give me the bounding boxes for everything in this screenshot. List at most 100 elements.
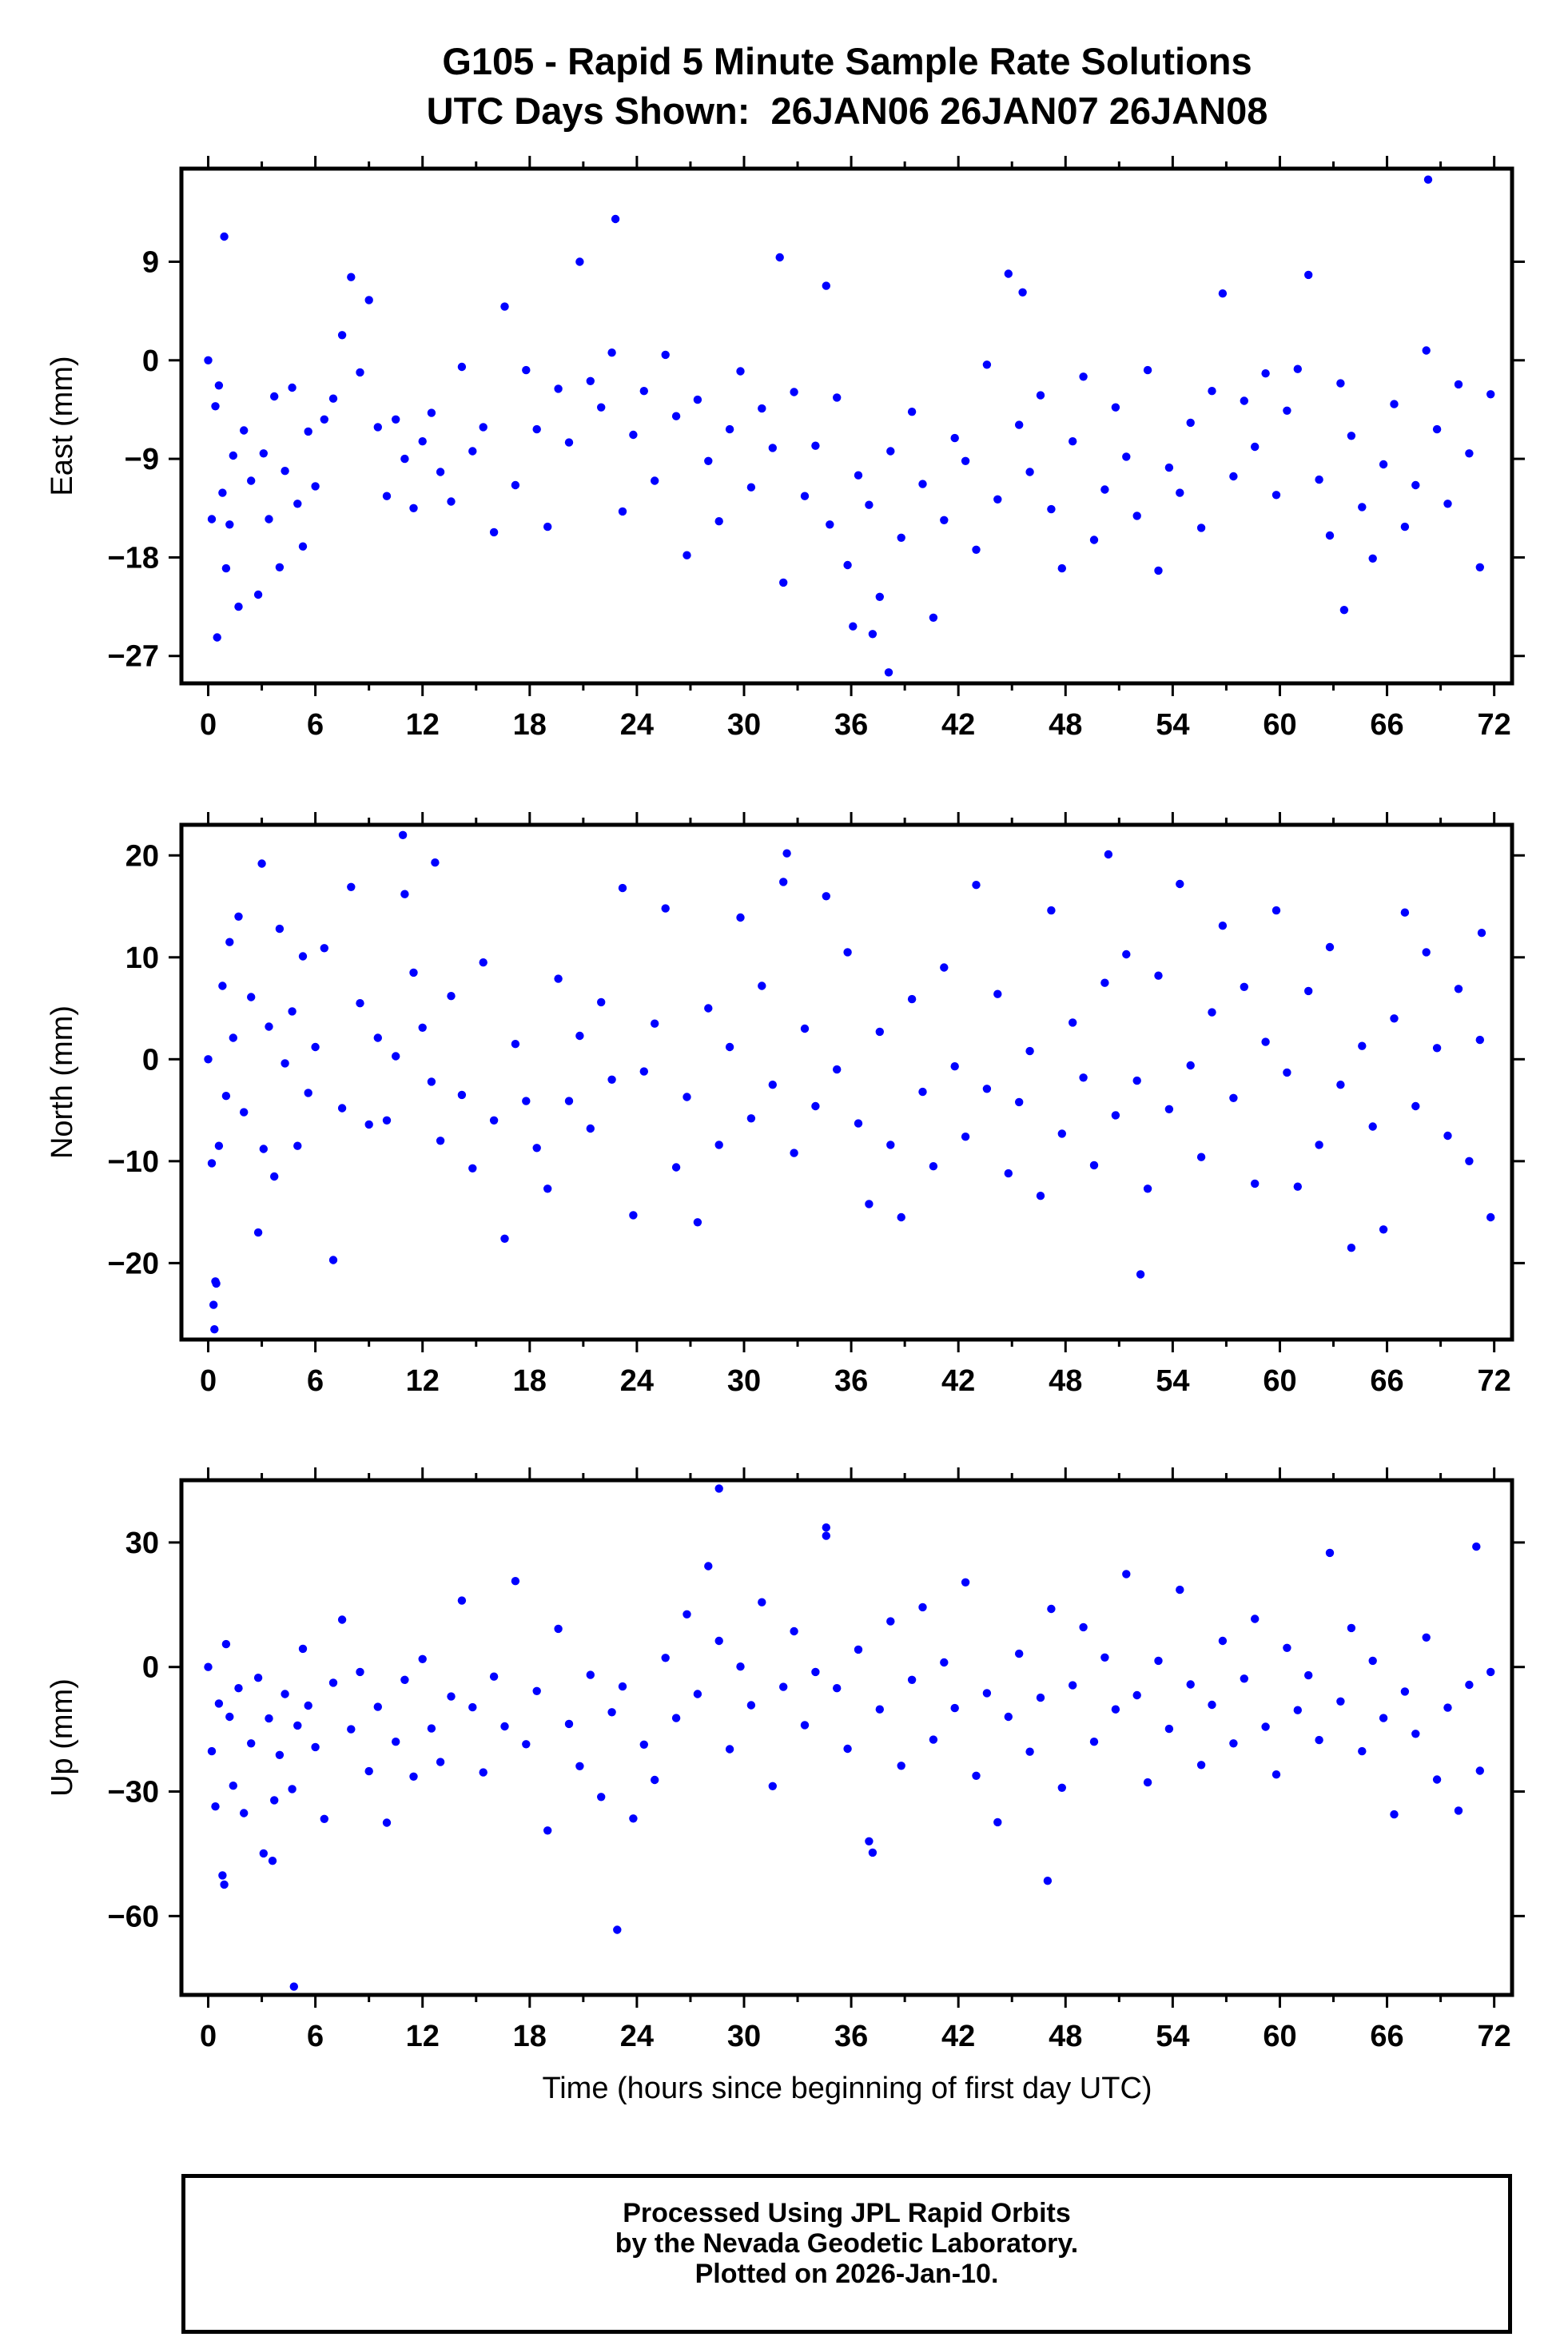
data-point bbox=[993, 989, 1002, 998]
data-point bbox=[522, 1097, 531, 1105]
data-point bbox=[790, 388, 798, 396]
data-point bbox=[1015, 1097, 1024, 1107]
data-point bbox=[1325, 1548, 1335, 1558]
data-point bbox=[1358, 1746, 1367, 1756]
data-point bbox=[886, 447, 895, 456]
data-point bbox=[1293, 1182, 1303, 1191]
data-point bbox=[265, 1022, 273, 1031]
data-point bbox=[950, 433, 959, 443]
data-point bbox=[221, 563, 231, 573]
data-point bbox=[714, 1636, 723, 1646]
data-point bbox=[320, 944, 328, 953]
data-point bbox=[982, 1689, 992, 1698]
data-point bbox=[400, 454, 409, 464]
data-point bbox=[1036, 391, 1045, 400]
chart-title-line2: UTC Days Shown: 26JAN06 26JAN07 26JAN08 bbox=[427, 90, 1268, 132]
y-axis-label: North (mm) bbox=[46, 1005, 79, 1159]
data-point bbox=[1240, 396, 1249, 405]
y-tick-label: 0 bbox=[142, 1651, 159, 1685]
data-point bbox=[1325, 531, 1335, 540]
data-point bbox=[611, 214, 620, 224]
x-tick-label: 36 bbox=[834, 2020, 868, 2053]
x-tick-label: 66 bbox=[1370, 2020, 1403, 2053]
y-tick-label: −60 bbox=[108, 1900, 159, 1933]
data-point bbox=[1454, 1806, 1463, 1815]
data-point bbox=[500, 1234, 509, 1244]
data-point bbox=[382, 1818, 392, 1827]
data-point bbox=[364, 296, 373, 305]
data-point bbox=[822, 892, 831, 901]
data-point bbox=[304, 427, 312, 436]
data-point bbox=[607, 1075, 616, 1085]
x-tick-label: 24 bbox=[620, 708, 654, 742]
data-point bbox=[543, 1826, 552, 1835]
data-point bbox=[1443, 1703, 1452, 1712]
data-point bbox=[468, 447, 477, 456]
data-point bbox=[1111, 1111, 1120, 1120]
y-tick-label: 9 bbox=[142, 245, 159, 279]
data-point bbox=[779, 1682, 788, 1691]
data-point bbox=[768, 1081, 777, 1089]
data-point bbox=[1240, 982, 1249, 992]
data-point bbox=[457, 1090, 467, 1100]
data-point bbox=[211, 1802, 220, 1811]
data-point bbox=[693, 1690, 702, 1698]
data-point bbox=[961, 456, 970, 465]
data-point bbox=[1004, 1169, 1013, 1178]
data-point bbox=[854, 1119, 863, 1128]
data-point bbox=[418, 1654, 427, 1663]
data-point bbox=[356, 368, 364, 377]
data-point bbox=[929, 1735, 938, 1744]
data-point bbox=[1411, 480, 1420, 490]
data-point bbox=[1136, 1270, 1145, 1279]
data-point bbox=[1186, 1680, 1195, 1689]
data-point bbox=[320, 1814, 328, 1823]
x-tick-label: 60 bbox=[1263, 2020, 1296, 2053]
data-point bbox=[210, 1325, 219, 1334]
data-point bbox=[865, 1837, 874, 1845]
data-point bbox=[409, 1772, 418, 1781]
data-point bbox=[1057, 1783, 1067, 1792]
footer-box: Processed Using JPL Rapid Orbits by the … bbox=[181, 2174, 1512, 2334]
data-point bbox=[304, 1701, 312, 1710]
data-point bbox=[1358, 1041, 1367, 1050]
data-point bbox=[337, 331, 347, 340]
data-point bbox=[1336, 1081, 1345, 1089]
data-point bbox=[259, 1145, 268, 1153]
data-point bbox=[229, 451, 237, 460]
data-point bbox=[281, 1059, 289, 1068]
data-point bbox=[1229, 472, 1238, 481]
data-point bbox=[1390, 1809, 1399, 1819]
data-point bbox=[281, 1690, 289, 1698]
data-point bbox=[427, 408, 436, 417]
data-point bbox=[575, 1031, 584, 1041]
data-point bbox=[1122, 1570, 1131, 1579]
data-point bbox=[436, 1758, 445, 1766]
data-point bbox=[1272, 906, 1281, 915]
data-point bbox=[1486, 1212, 1495, 1222]
data-point bbox=[940, 516, 949, 524]
data-point bbox=[1472, 1542, 1481, 1551]
data-point bbox=[1132, 1690, 1141, 1700]
data-point bbox=[293, 500, 302, 508]
data-point bbox=[1347, 1623, 1356, 1633]
data-point bbox=[884, 668, 893, 677]
data-point bbox=[356, 999, 364, 1008]
data-point bbox=[234, 602, 243, 611]
data-point bbox=[468, 1164, 477, 1173]
data-point bbox=[234, 912, 243, 922]
data-point bbox=[918, 480, 927, 488]
data-point bbox=[1196, 1761, 1206, 1770]
data-point bbox=[1315, 1141, 1323, 1149]
data-point bbox=[907, 408, 917, 416]
data-point bbox=[800, 1721, 810, 1730]
data-point bbox=[373, 1033, 382, 1042]
data-point bbox=[288, 1785, 296, 1794]
data-point bbox=[554, 1624, 563, 1634]
data-point bbox=[207, 1159, 217, 1168]
data-point bbox=[275, 1750, 285, 1759]
x-tick-label: 54 bbox=[1156, 1364, 1189, 1398]
data-point bbox=[431, 858, 440, 867]
data-point bbox=[373, 1702, 382, 1711]
data-point bbox=[204, 1662, 213, 1671]
